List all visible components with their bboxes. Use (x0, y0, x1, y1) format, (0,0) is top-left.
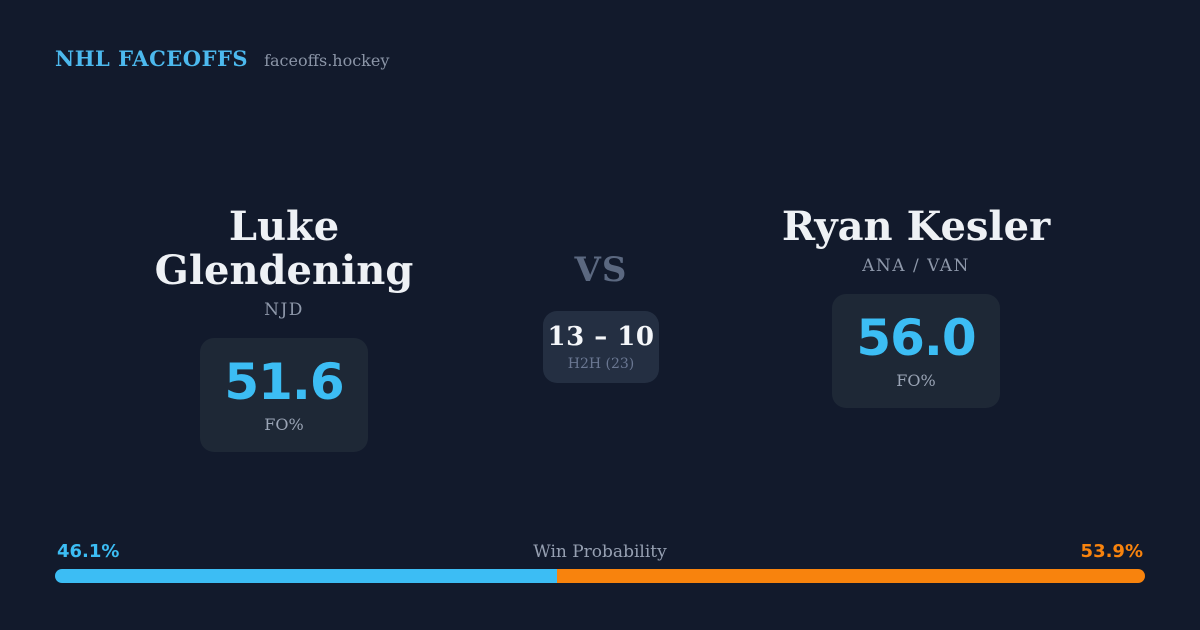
player-right-stat-label: FO% (896, 370, 936, 390)
player-left-name: Luke Glendening (154, 203, 414, 294)
h2h-score: 13 – 10 (547, 322, 655, 352)
versus-column: VS 13 – 10 H2H (23) (511, 250, 691, 383)
player-right-name: Ryan Kesler (781, 203, 1051, 250)
player-right-stat-card: 56.0 FO% (832, 294, 1000, 408)
player-left-column: Luke Glendening NJD 51.6 FO% (104, 205, 464, 452)
player-right-stat-value: 56.0 (856, 308, 976, 367)
win-probability-bar (55, 569, 1145, 583)
site-domain: faceoffs.hockey (264, 51, 390, 70)
site-logo: NHL FACEOFFS (55, 46, 249, 71)
win-probability-right-pct: 53.9% (1080, 541, 1143, 562)
win-probability-bar-right-segment (557, 569, 1145, 583)
player-left-stat-label: FO% (264, 414, 304, 434)
header: NHL FACEOFFS faceoffs.hockey (55, 46, 389, 71)
player-left-stat-value: 51.6 (224, 352, 344, 411)
player-right-team: ANA / VAN (862, 256, 970, 276)
h2h-label: H2H (23) (567, 356, 635, 372)
win-probability-title: Win Probability (533, 542, 667, 562)
win-probability-left-pct: 46.1% (57, 541, 120, 562)
win-probability-bar-left-segment (55, 569, 558, 583)
player-right-column: Ryan Kesler ANA / VAN 56.0 FO% (736, 205, 1096, 408)
h2h-card: 13 – 10 H2H (23) (543, 311, 659, 383)
vs-label: VS (574, 250, 628, 290)
player-left-team: NJD (264, 300, 304, 320)
win-probability-labels: 46.1% Win Probability 53.9% (55, 541, 1145, 563)
player-left-stat-card: 51.6 FO% (200, 338, 368, 452)
